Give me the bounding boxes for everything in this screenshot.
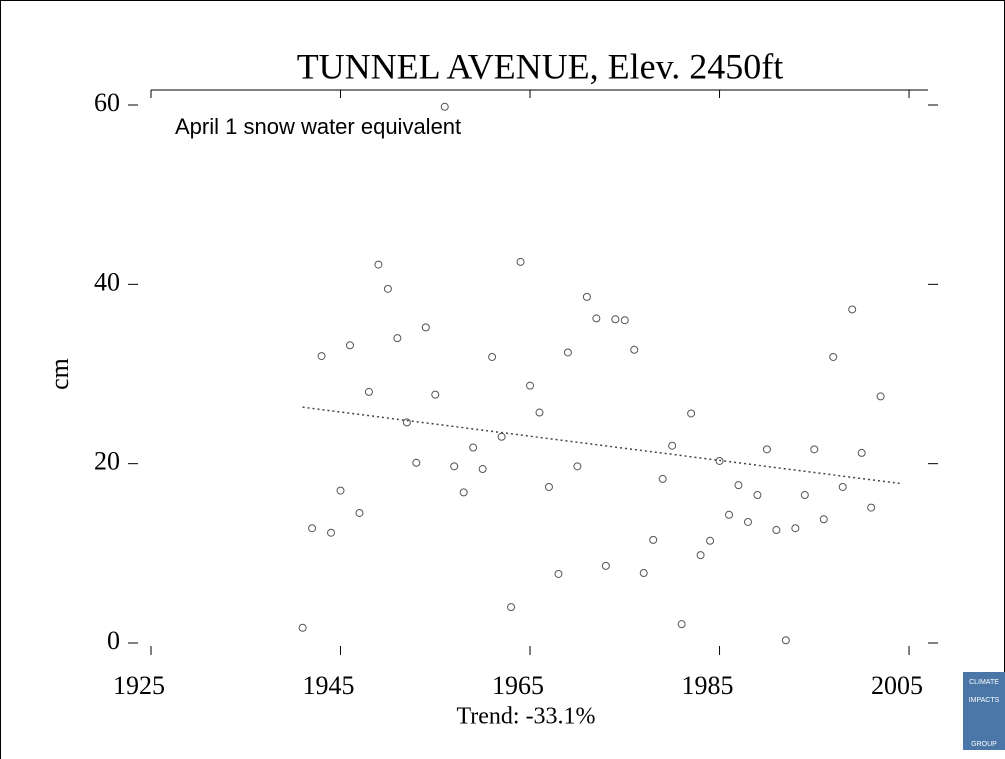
- point: [725, 510, 734, 519]
- point: [696, 551, 705, 560]
- point: [677, 620, 686, 629]
- point: [630, 345, 639, 354]
- point: [507, 603, 516, 612]
- point: [800, 491, 809, 500]
- point: [298, 623, 307, 632]
- point: [345, 341, 354, 350]
- point: [838, 482, 847, 491]
- point: [734, 481, 743, 490]
- point: [421, 323, 430, 332]
- point: [412, 458, 421, 467]
- point: [810, 445, 819, 454]
- point: [497, 432, 506, 441]
- point: [383, 284, 392, 293]
- point: [563, 348, 572, 357]
- x-axis-label: Trend: -33.1%: [456, 704, 595, 730]
- point: [440, 102, 449, 111]
- x-tick-label: 1945: [303, 671, 355, 700]
- trend-line: [302, 406, 900, 485]
- logo-text: IMPACTS: [969, 697, 1000, 704]
- point: [848, 305, 857, 314]
- point: [327, 528, 336, 537]
- point: [715, 456, 724, 465]
- point: [535, 408, 544, 417]
- point: [554, 569, 563, 578]
- y-axis-label: cm: [45, 358, 74, 390]
- point: [620, 316, 629, 325]
- y-tick-label: 40: [94, 267, 120, 296]
- point: [819, 515, 828, 524]
- point: [459, 488, 468, 497]
- logo-text: CLIMATE: [969, 679, 999, 686]
- point: [658, 474, 667, 483]
- point: [544, 482, 553, 491]
- x-tick-label: 1965: [492, 671, 544, 700]
- point: [355, 508, 364, 517]
- point: [374, 260, 383, 269]
- point: [469, 443, 478, 452]
- point: [857, 448, 866, 457]
- annotation: April 1 snow water equivalent: [175, 114, 461, 139]
- point: [582, 292, 591, 301]
- y-tick-label: 60: [94, 88, 120, 117]
- point: [478, 465, 487, 474]
- point: [516, 257, 525, 266]
- logo: CLIMATE IMPACTS GROUP: [963, 672, 1005, 750]
- point: [431, 390, 440, 399]
- point: [317, 352, 326, 361]
- x-tick-label: 1925: [113, 671, 165, 700]
- point: [592, 314, 601, 323]
- point: [601, 561, 610, 570]
- point: [743, 517, 752, 526]
- point: [772, 526, 781, 535]
- point: [364, 387, 373, 396]
- x-tick-label: 2005: [871, 671, 923, 700]
- point: [649, 535, 658, 544]
- y-tick-label: 20: [94, 447, 120, 476]
- point: [308, 524, 317, 533]
- point: [706, 536, 715, 545]
- point: [781, 636, 790, 645]
- point: [829, 352, 838, 361]
- logo-box: [963, 672, 1005, 750]
- point: [402, 418, 411, 427]
- point: [668, 441, 677, 450]
- logo-text: GROUP: [971, 741, 997, 748]
- chart-title: TUNNEL AVENUE, Elev. 2450ft: [297, 46, 784, 86]
- point: [876, 392, 885, 401]
- point: [762, 445, 771, 454]
- point: [488, 352, 497, 361]
- point: [393, 334, 402, 343]
- point: [867, 503, 876, 512]
- point: [450, 462, 459, 471]
- point: [573, 462, 582, 471]
- x-tick-label: 1985: [682, 671, 734, 700]
- point: [336, 486, 345, 495]
- point: [753, 491, 762, 500]
- point: [526, 381, 535, 390]
- y-tick-label: 0: [107, 626, 120, 655]
- point: [791, 524, 800, 533]
- point: [687, 409, 696, 418]
- point: [639, 569, 648, 578]
- point: [611, 315, 620, 324]
